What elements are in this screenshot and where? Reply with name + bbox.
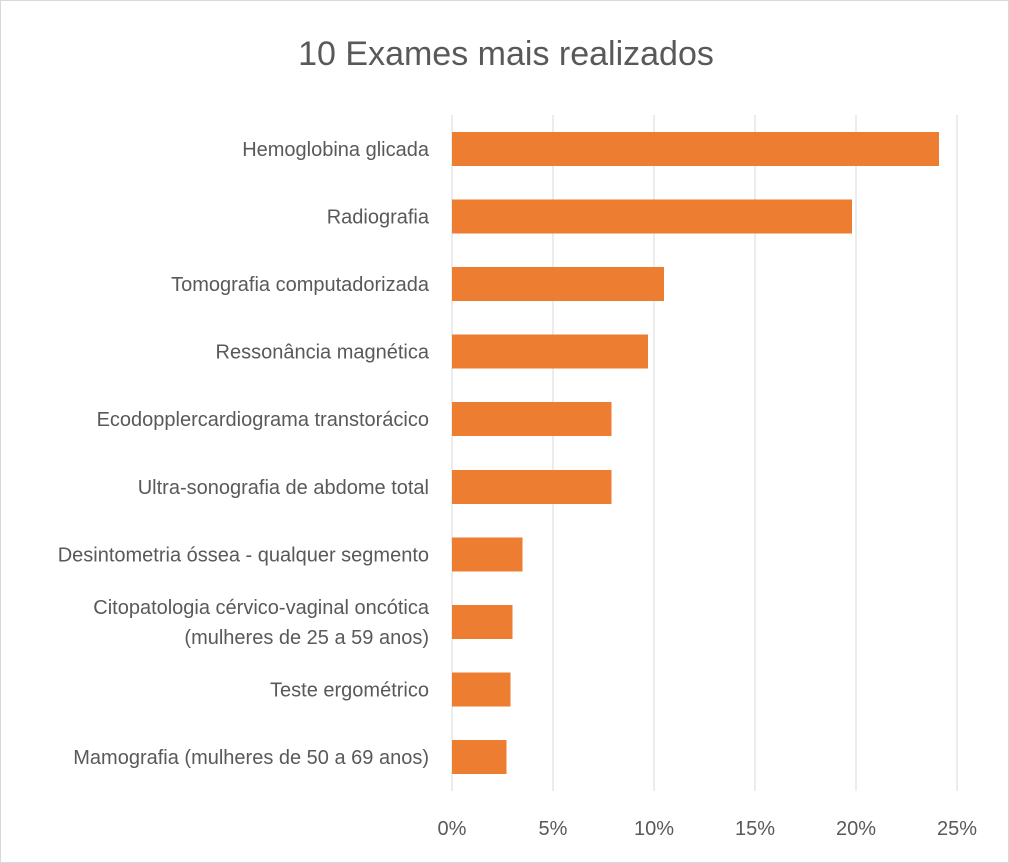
bar	[452, 605, 513, 639]
x-axis-tick-labels: 0% 5% 10% 15% 20% 25%	[438, 818, 978, 840]
category-label: Mamografia (mulheres de 50 a 69 anos)	[73, 747, 429, 769]
category-label: Ultra-sonografia de abdome total	[138, 477, 429, 499]
category-label-line: Citopatologia cérvico-vaginal oncótica	[93, 597, 430, 619]
category-label-line: Mamografia (mulheres de 50 a 69 anos)	[73, 747, 429, 769]
x-tick-label: 0%	[438, 818, 467, 840]
bar	[452, 334, 648, 369]
category-label: Ressonância magnética	[216, 342, 430, 364]
bar	[452, 740, 507, 775]
category-label-line: Ultra-sonografia de abdome total	[138, 477, 429, 499]
category-label-line: Desintometria óssea - qualquer segmento	[58, 544, 429, 566]
category-label: Citopatologia cérvico-vaginal oncótica (m…	[93, 597, 430, 649]
bar	[452, 672, 511, 707]
category-label: Desintometria óssea - qualquer segmento	[58, 544, 429, 566]
x-tick-label: 5%	[539, 818, 568, 840]
category-labels: Hemoglobina glicada Radiografia Tomografia…	[58, 139, 430, 769]
bar	[452, 131, 939, 166]
category-label-line: Ressonância magnética	[216, 342, 430, 364]
x-tick-label: 15%	[735, 818, 775, 840]
category-label-line: (mulheres de 25 a 59 anos)	[184, 627, 429, 649]
x-tick-label: 10%	[634, 818, 674, 840]
category-label-line: Ecodopplercardiograma transtorácico	[97, 409, 429, 431]
category-label-line: Teste ergométrico	[270, 680, 429, 702]
bar	[452, 199, 852, 234]
category-label-line: Hemoglobina glicada	[242, 139, 430, 161]
chart-title: 10 Exames mais realizados	[298, 35, 714, 73]
category-label: Radiografia	[327, 206, 430, 228]
category-label: Hemoglobina glicada	[242, 139, 430, 161]
bars	[452, 131, 939, 775]
x-tick-label: 25%	[937, 818, 977, 840]
bar	[452, 537, 523, 572]
category-label: Teste ergométrico	[270, 680, 429, 702]
bar	[452, 469, 612, 504]
x-tick-label: 20%	[836, 818, 876, 840]
category-label: Ecodopplercardiograma transtorácico	[97, 409, 429, 431]
bar	[452, 267, 665, 301]
category-label-line: Tomografia computadorizada	[171, 274, 430, 296]
bar	[452, 402, 612, 437]
category-label: Tomografia computadorizada	[171, 274, 430, 296]
category-label-line: Radiografia	[327, 206, 430, 228]
